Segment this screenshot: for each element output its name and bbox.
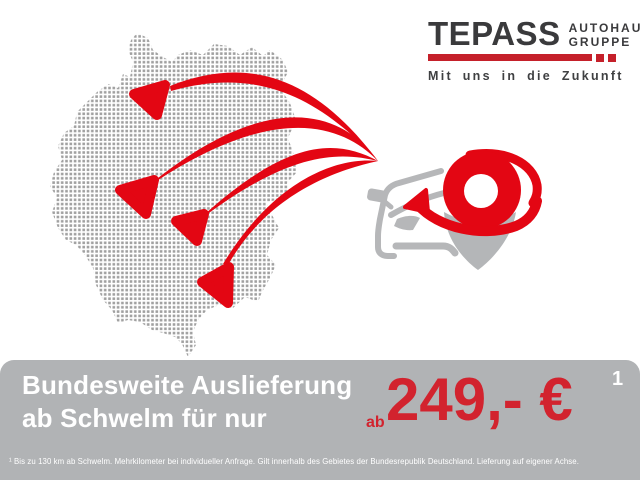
logo-tagline: Mit uns in die Zukunft xyxy=(428,68,624,83)
disclaimer-text: ¹ Bis zu 130 km ab Schwelm. Mehrkilomete… xyxy=(9,456,579,466)
logo-suffix-line1: AUTOHAUS xyxy=(568,21,640,35)
delivery-arrow-west xyxy=(152,117,378,184)
delivery-arrow-north xyxy=(170,72,378,161)
logo-red-bar xyxy=(428,54,592,62)
offer-banner: Bundesweite Auslieferung ab Schwelm für … xyxy=(0,360,640,480)
price-value: 249,- € xyxy=(386,366,573,433)
logo-red-square xyxy=(596,53,604,62)
location-pin-icon xyxy=(403,149,542,270)
car-headlight xyxy=(394,215,420,231)
logo-suffix-line2: GRUPPE xyxy=(568,35,632,50)
logo-red-square xyxy=(608,53,616,62)
logo-name: TEPASS xyxy=(428,15,561,52)
car-mirror xyxy=(367,188,387,203)
pin-hole xyxy=(464,174,498,208)
offer-headline-line2: ab Schwelm für nur xyxy=(22,403,267,434)
car-icon xyxy=(367,168,459,259)
germany-dot-map-icon xyxy=(50,33,297,357)
tepass-logo: TEPASS AUTOHAUS GRUPPE Mit uns in die Zu… xyxy=(428,15,640,83)
price-footnote-marker: 1 xyxy=(612,368,624,390)
arrowhead-west xyxy=(115,175,159,219)
logo-suffix: AUTOHAUS GRUPPE xyxy=(569,21,640,50)
orbit-arrow-tip xyxy=(403,188,430,214)
arrowhead-center xyxy=(171,209,209,246)
offer-headline-line1: Bundesweite Auslieferung xyxy=(22,370,353,400)
offer-headline: Bundesweite Auslieferung ab Schwelm für … xyxy=(22,369,352,435)
delivery-route-arrows xyxy=(115,72,378,308)
orbit-front xyxy=(413,196,542,237)
arrowhead-south xyxy=(197,262,234,308)
delivery-arrow-center xyxy=(201,148,378,219)
price-prefix: ab xyxy=(366,414,385,431)
logo-red-bar-row xyxy=(428,53,636,62)
arrowhead-north xyxy=(129,80,170,120)
